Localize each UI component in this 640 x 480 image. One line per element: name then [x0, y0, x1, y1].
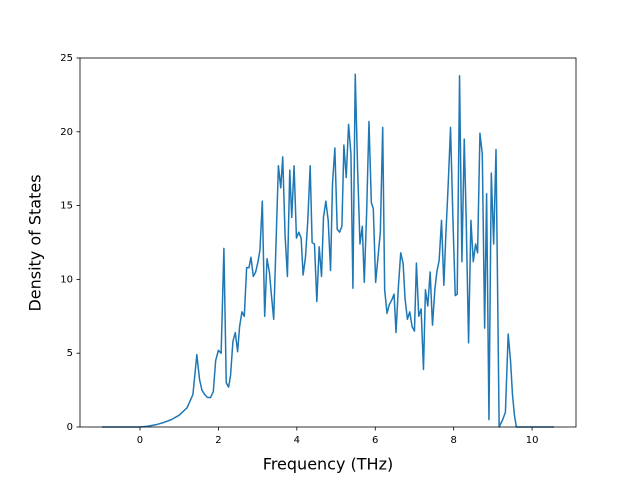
y-tick-label: 15	[60, 201, 73, 212]
x-tick-label: 6	[372, 435, 378, 446]
x-tick-label: 8	[450, 435, 456, 446]
y-tick-label: 25	[60, 53, 73, 64]
y-tick-label: 10	[60, 274, 73, 285]
x-tick-label: 0	[137, 435, 143, 446]
x-tick-label: 4	[294, 435, 300, 446]
y-tick-label: 0	[67, 422, 73, 433]
y-tick-label: 5	[67, 348, 73, 359]
x-tick-label: 2	[215, 435, 221, 446]
data-line	[101, 73, 555, 428]
y-axis-label: Density of States	[26, 174, 45, 311]
x-axis-label: Frequency (THz)	[263, 455, 393, 474]
y-tick-label: 20	[60, 127, 73, 138]
plot-frame	[79, 57, 577, 428]
x-tick-label: 10	[526, 435, 539, 446]
